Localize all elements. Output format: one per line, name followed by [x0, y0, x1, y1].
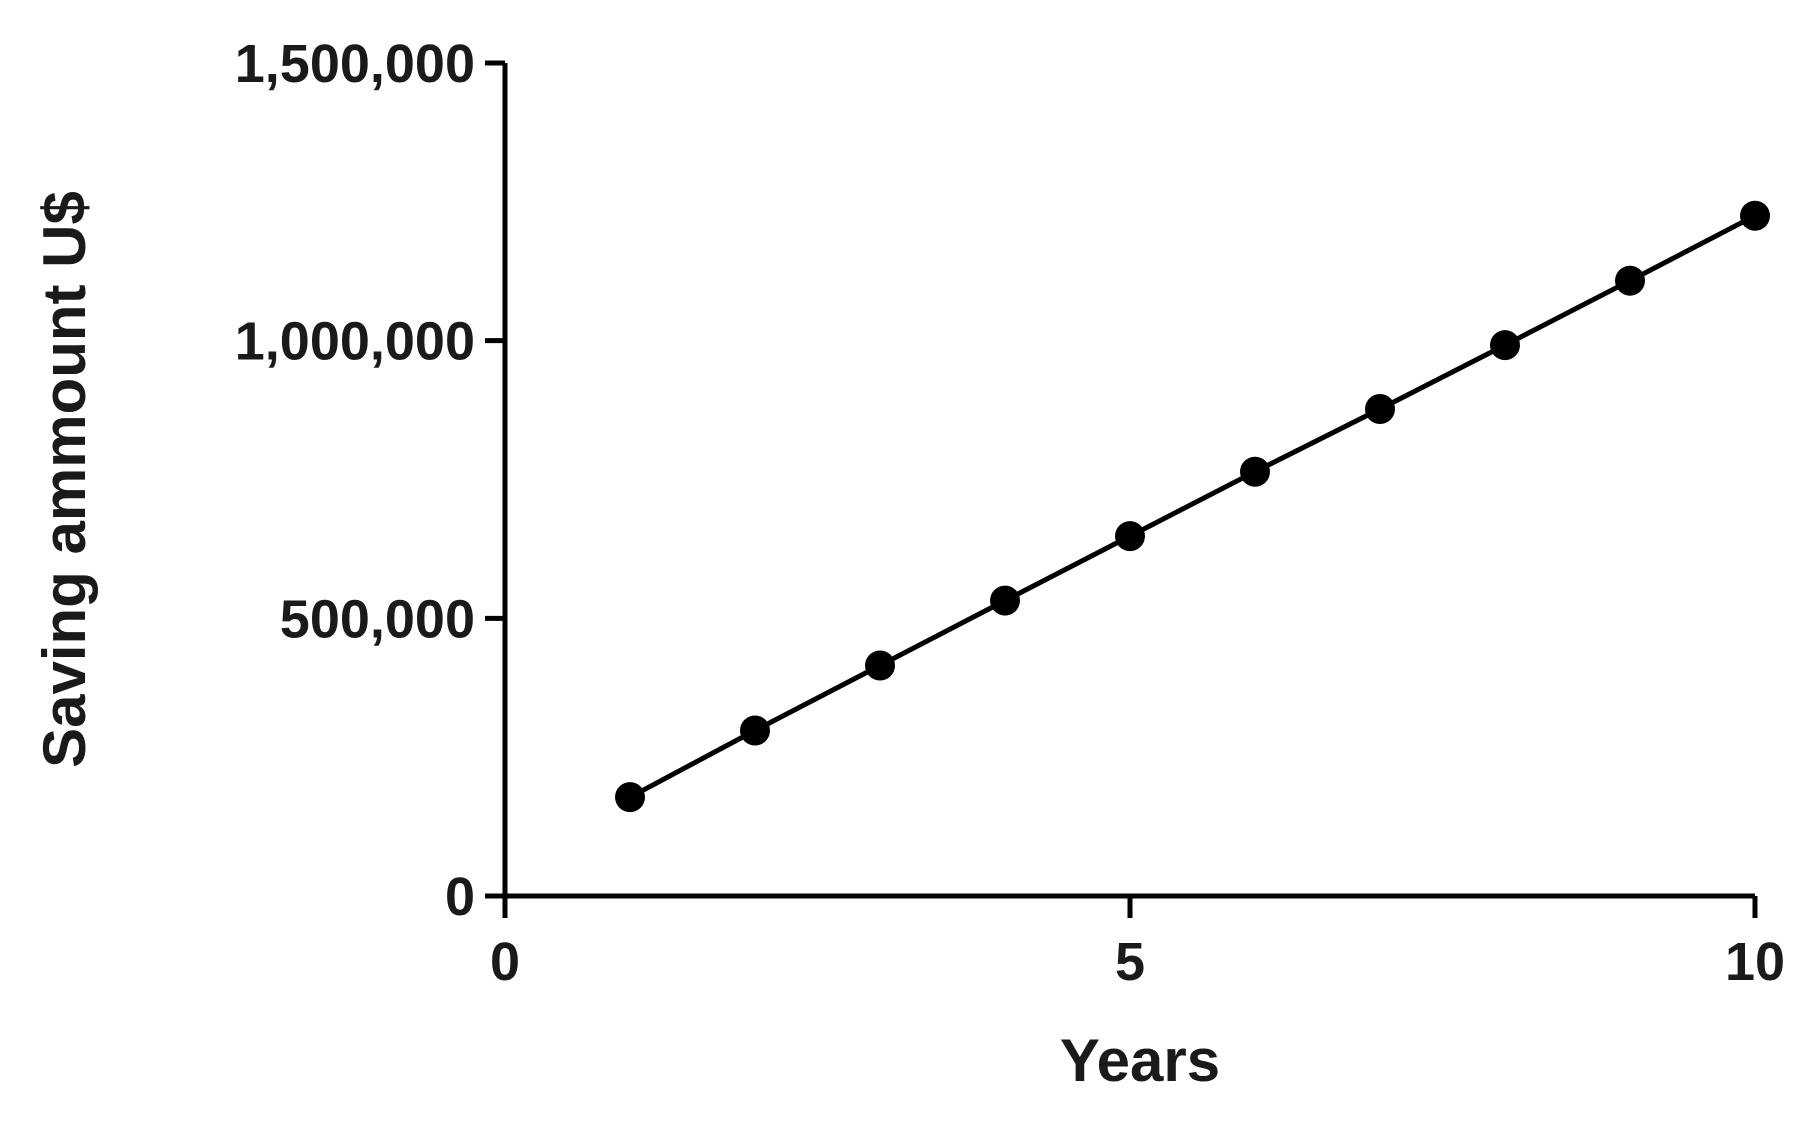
x-tick-label: 0	[490, 932, 520, 992]
data-point	[1740, 200, 1770, 231]
y-tick-label: 1,000,000	[235, 312, 475, 372]
data-point	[740, 715, 770, 746]
y-tick-label: 0	[445, 867, 475, 927]
data-point	[1490, 330, 1520, 361]
data-point	[865, 650, 895, 681]
x-axis-title: Years	[1060, 1027, 1220, 1094]
y-axis-title: Saving ammount U$	[31, 191, 98, 768]
x-ticks: 0 5 10	[490, 896, 1785, 992]
data-point	[615, 782, 645, 813]
data-point	[1240, 456, 1270, 487]
data-point	[990, 585, 1020, 616]
y-tick-label: 1,500,000	[235, 34, 475, 94]
x-tick-label: 5	[1115, 932, 1145, 992]
series-line	[628, 213, 1757, 800]
x-tick-label: 10	[1725, 932, 1785, 992]
data-point	[1365, 393, 1395, 424]
data-point	[1115, 521, 1145, 552]
axes	[502, 63, 1755, 899]
y-ticks: 0 500,000 1,000,000 1,500,000	[235, 34, 505, 927]
data-point	[1615, 265, 1645, 296]
series-group	[615, 200, 1770, 813]
y-tick-label: 500,000	[280, 589, 475, 649]
